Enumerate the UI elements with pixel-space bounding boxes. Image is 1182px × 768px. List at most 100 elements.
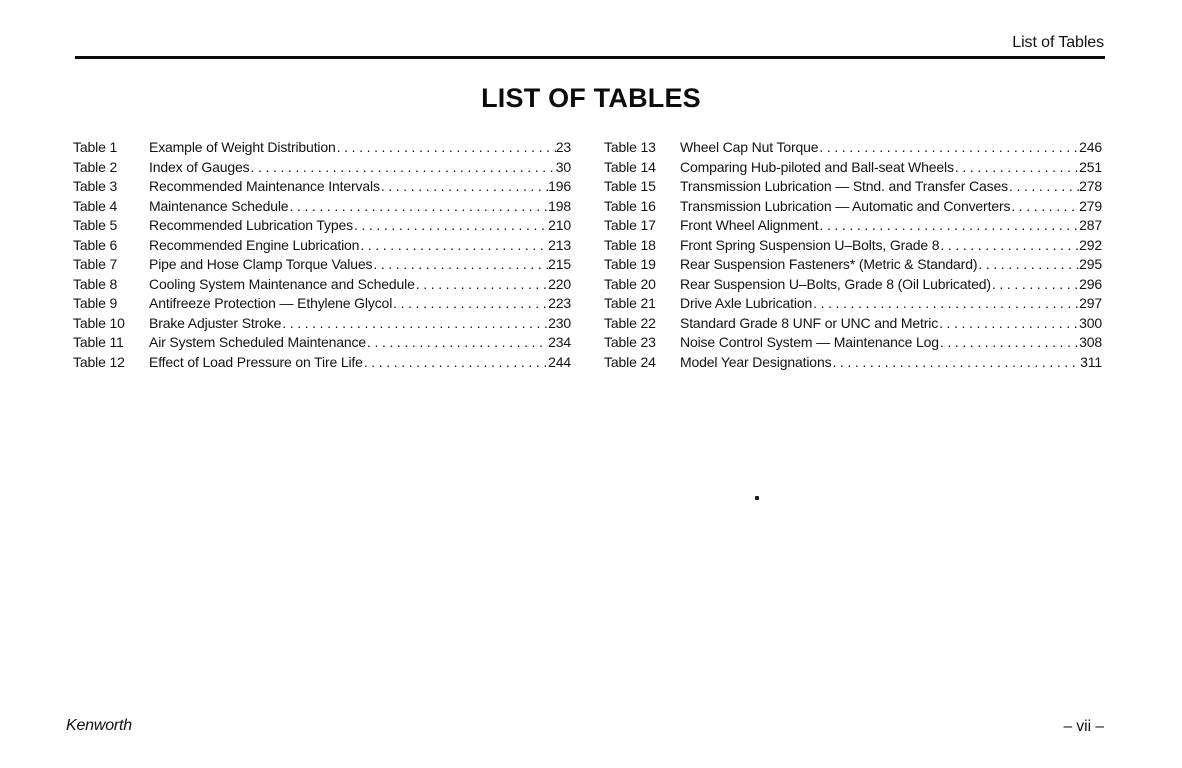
dot-leader (813, 294, 1079, 314)
table-label: Table 22 (604, 314, 656, 331)
page-number: 251 (1079, 158, 1102, 175)
table-title: Transmission Lubrication — Stnd. and Tra… (680, 178, 1008, 194)
table-title: Noise Control System — Maintenance Log (680, 334, 939, 350)
page-number: 23 (555, 139, 571, 155)
toc-entry: Table 10 Brake Adjuster Stroke 230 (73, 314, 571, 334)
toc-entry: Table 19 Rear Suspension Fasteners* (Met… (604, 255, 1102, 275)
table-label: Table 4 (73, 197, 118, 214)
table-title: Brake Adjuster Stroke (149, 314, 282, 331)
page-number: 308 (1079, 334, 1102, 350)
dot-leader (992, 275, 1079, 295)
dot-leader (819, 216, 1079, 236)
page-number: 210 (548, 217, 571, 233)
table-title: Rear Suspension U–Bolts, Grade 8 (Oil Lu… (680, 275, 991, 292)
page-number: 246 (1079, 139, 1102, 155)
toc-columns: Table 1 Example of Weight Distribution 2… (73, 138, 1102, 372)
toc-column-left: Table 1 Example of Weight Distribution 2… (73, 138, 571, 372)
table-title: Pipe and Hose Clamp Torque Values (149, 256, 373, 272)
table-title: Recommended Maintenance Intervals (149, 178, 380, 194)
dot-leader (393, 294, 548, 314)
table-label: Table 8 (73, 275, 118, 292)
table-title: Drive Axle Lubrication (680, 295, 813, 311)
page-title: LIST OF TABLES (481, 83, 701, 113)
table-title: Recommended Lubrication Types (149, 217, 353, 233)
table-title: Rear Suspension Fasteners* (Metric & Sta… (680, 256, 978, 272)
toc-entry: Table 13 Wheel Cap Nut Torque 246 (604, 138, 1102, 158)
toc-entry: Table 6 Recommended Engine Lubrication 2… (73, 236, 571, 256)
table-title: Air System Scheduled Maintenance (149, 334, 366, 350)
table-label: Table 13 (604, 139, 656, 155)
table-title: Index of Gauges (149, 158, 250, 175)
toc-entry: Table 3 Recommended Maintenance Interval… (73, 177, 571, 197)
table-title: Comparing Hub-piloted and Ball-seat Whee… (680, 158, 954, 175)
dot-leader (251, 158, 556, 178)
table-label: Table 17 (604, 217, 656, 233)
dot-leader (367, 333, 548, 353)
dot-leader (940, 333, 1079, 353)
page-number: 30 (555, 158, 571, 175)
table-label: Table 20 (604, 275, 656, 292)
page-number: 287 (1079, 217, 1102, 233)
table-title: Antifreeze Protection — Ethylene Glycol (149, 295, 393, 311)
table-title: Standard Grade 8 UNF or UNC and Metric (680, 314, 939, 331)
table-title: Transmission Lubrication — Automatic and… (680, 197, 1011, 214)
table-label: Table 14 (604, 158, 656, 175)
page-number: 220 (548, 275, 571, 292)
page-number: 300 (1079, 314, 1102, 331)
dot-leader (955, 158, 1079, 178)
dot-leader (939, 314, 1079, 334)
toc-entry: Table 17 Front Wheel Alignment 287 (604, 216, 1102, 236)
toc-entry: Table 4 Maintenance Schedule 198 (73, 197, 571, 217)
page-number: 297 (1079, 295, 1102, 311)
running-header: List of Tables (1012, 34, 1104, 51)
page-number: 223 (548, 295, 571, 311)
footer-page-number: – vii – (1063, 718, 1105, 735)
toc-entry: Table 2 Index of Gauges 30 (73, 158, 571, 178)
toc-entry: Table 12 Effect of Load Pressure on Tire… (73, 353, 571, 373)
table-title: Recommended Engine Lubrication (149, 236, 360, 253)
header-rule (75, 56, 1105, 59)
toc-entry: Table 5 Recommended Lubrication Types 21… (73, 216, 571, 236)
toc-entry: Table 20 Rear Suspension U–Bolts, Grade … (604, 275, 1102, 295)
table-label: Table 15 (604, 178, 656, 194)
page-number: 278 (1079, 178, 1102, 194)
table-label: Table 3 (73, 178, 118, 194)
dot-leader (819, 138, 1079, 158)
toc-entry: Table 8 Cooling System Maintenance and S… (73, 275, 571, 295)
dot-leader (832, 353, 1080, 373)
table-label: Table 9 (73, 295, 118, 311)
page-number: 295 (1079, 256, 1102, 272)
dot-leader (1011, 197, 1079, 217)
table-title: Maintenance Schedule (149, 197, 289, 214)
page-number: 198 (548, 197, 571, 214)
table-title: Effect of Load Pressure on Tire Life (149, 353, 363, 370)
page-number: 215 (548, 256, 571, 272)
dot-leader (978, 255, 1079, 275)
table-label: Table 24 (604, 353, 656, 370)
table-label: Table 23 (604, 334, 656, 350)
page-number: 244 (548, 353, 571, 370)
table-label: Table 21 (604, 295, 656, 311)
table-label: Table 2 (73, 158, 118, 175)
page-number: 296 (1079, 275, 1102, 292)
page-number: 196 (548, 178, 571, 194)
toc-entry: Table 22 Standard Grade 8 UNF or UNC and… (604, 314, 1102, 334)
page-number: 292 (1079, 236, 1102, 253)
page-number: 230 (548, 314, 571, 331)
toc-entry: Table 23 Noise Control System — Maintena… (604, 333, 1102, 353)
toc-entry: Table 15 Transmission Lubrication — Stnd… (604, 177, 1102, 197)
toc-entry: Table 24 Model Year Designations 311 (604, 353, 1102, 373)
table-label: Table 1 (73, 139, 118, 155)
table-label: Table 5 (73, 217, 118, 233)
table-label: Table 6 (73, 236, 118, 253)
toc-entry: Table 21 Drive Axle Lubrication 297 (604, 294, 1102, 314)
dot-leader (354, 216, 548, 236)
table-label: Table 11 (73, 334, 124, 350)
footer-brand: Kenworth (66, 717, 132, 734)
table-label: Table 16 (604, 197, 656, 214)
table-title: Front Spring Suspension U–Bolts, Grade 8 (680, 236, 940, 253)
dot-leader (364, 353, 548, 373)
table-label: Table 19 (604, 256, 656, 272)
toc-column-right: Table 13 Wheel Cap Nut Torque 246 Table … (604, 138, 1102, 372)
table-title: Wheel Cap Nut Torque (680, 139, 819, 155)
